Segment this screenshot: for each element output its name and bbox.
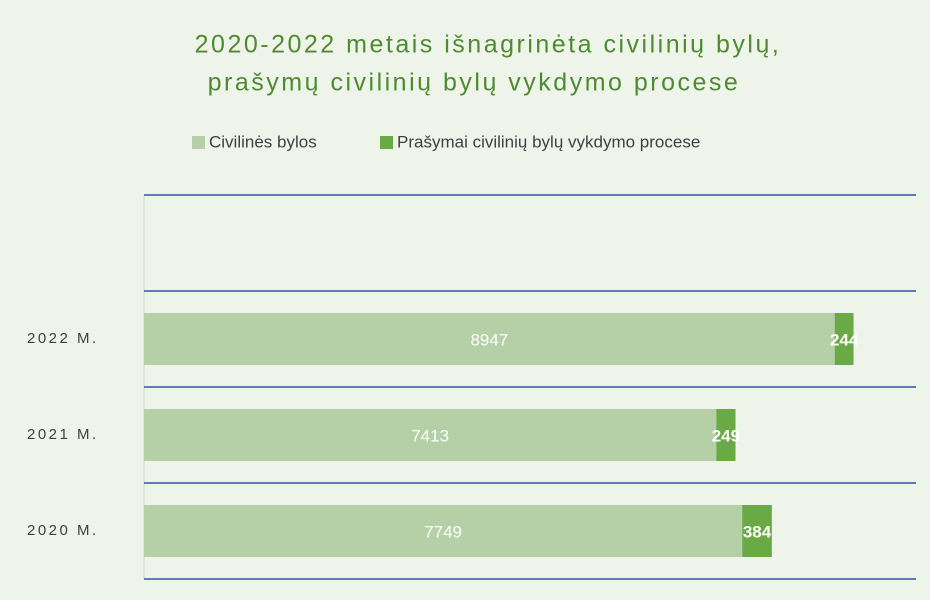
bar-segment — [144, 409, 717, 461]
chart-title: 2020-2022 metais išnagrinėta civilinių b… — [195, 31, 782, 59]
bar-segment — [742, 505, 772, 557]
legend-swatch — [380, 136, 393, 149]
category-label: 2020 M. — [27, 522, 99, 539]
bar-segment — [716, 409, 736, 461]
legend-label: Prašymai civilinių bylų vykdymo procese — [397, 132, 700, 151]
bar-segment — [834, 313, 854, 365]
data-label: 8947 — [470, 330, 508, 349]
data-label: 244 — [830, 330, 859, 349]
legend-swatch — [192, 136, 205, 149]
category-label: 2022 M. — [27, 330, 99, 347]
chart-title: prašymų civilinių bylų vykdymo procese — [208, 69, 741, 97]
bar-segment — [144, 313, 835, 365]
category-label: 2021 M. — [27, 426, 99, 443]
legend-label: Civilinės bylos — [209, 132, 317, 151]
data-label: 249 — [712, 426, 740, 445]
data-label: 7749 — [424, 522, 462, 541]
data-label: 7413 — [411, 426, 449, 445]
data-label: 384 — [743, 522, 772, 541]
bar-segment — [144, 505, 743, 557]
